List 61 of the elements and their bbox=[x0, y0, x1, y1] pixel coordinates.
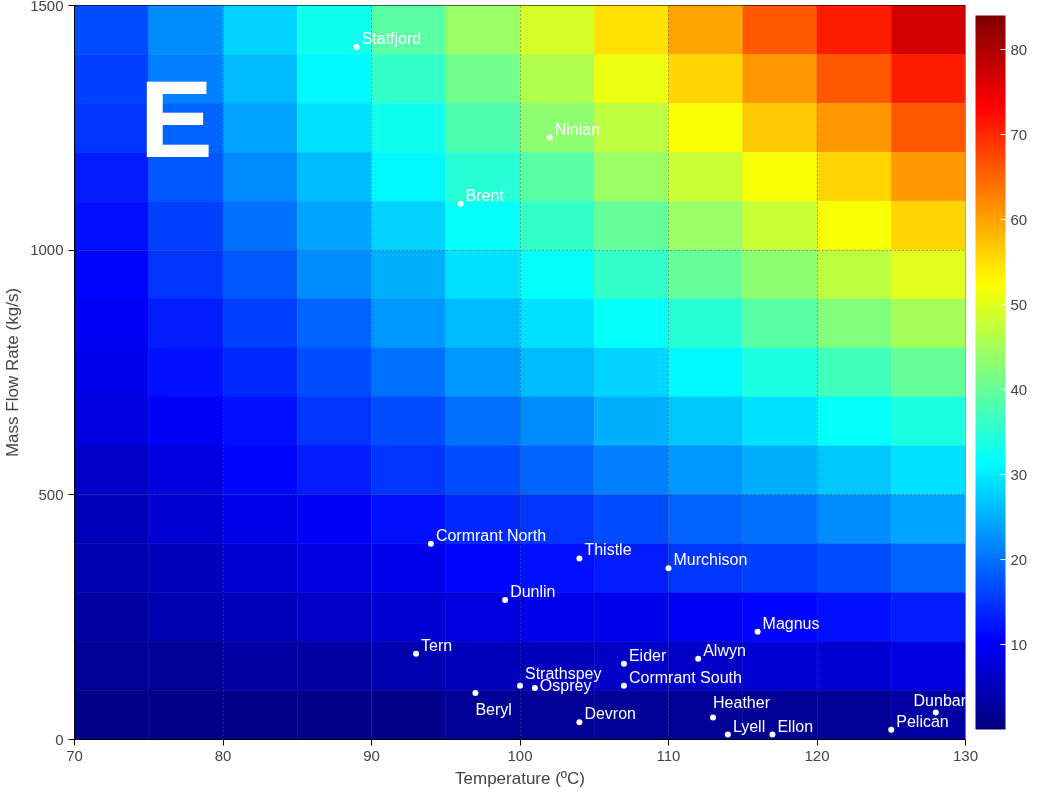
y-tick-label: 0 bbox=[55, 730, 64, 748]
annotation: Tern bbox=[421, 636, 453, 654]
point bbox=[502, 597, 509, 604]
point bbox=[710, 714, 717, 721]
annotation: Beryl bbox=[475, 701, 512, 719]
annotation: Magnus bbox=[762, 614, 820, 632]
x-tick-label: 100 bbox=[507, 746, 533, 764]
x-tick-label: 130 bbox=[952, 746, 979, 764]
point bbox=[888, 726, 895, 733]
point bbox=[472, 690, 479, 697]
annotation: Heather bbox=[713, 694, 771, 712]
annotation: Brent bbox=[465, 186, 505, 204]
y-tick-label: 1000 bbox=[30, 241, 64, 259]
color-bar-label: 70 bbox=[1010, 125, 1028, 143]
annotation: Devron bbox=[584, 705, 636, 723]
point bbox=[517, 682, 523, 689]
point bbox=[531, 685, 538, 692]
y-tick-label: 1500 bbox=[30, 0, 64, 14]
annotation: Murchison bbox=[673, 551, 748, 569]
point bbox=[620, 660, 627, 667]
annotation: Thistle bbox=[584, 541, 632, 559]
annotation: Ellon bbox=[777, 717, 814, 735]
point bbox=[457, 200, 464, 207]
point bbox=[754, 628, 761, 635]
point bbox=[665, 565, 672, 572]
color-bar-label: 40 bbox=[1010, 380, 1028, 398]
annotation: Ninian bbox=[554, 120, 601, 138]
annotation: Pelican bbox=[896, 712, 949, 730]
color-bar-label: 50 bbox=[1010, 295, 1028, 313]
color-bar-label: 30 bbox=[1010, 465, 1028, 483]
point bbox=[576, 719, 583, 726]
x-tick-label: 90 bbox=[363, 746, 380, 764]
annotation: Dunlin bbox=[510, 583, 556, 601]
point bbox=[620, 682, 627, 689]
y-axis-title: Mass Flow Rate (kg/s) bbox=[3, 287, 23, 458]
x-tick-label: 80 bbox=[214, 746, 232, 764]
annotation: Statfjord bbox=[361, 30, 422, 48]
point bbox=[769, 731, 776, 738]
point bbox=[576, 555, 583, 562]
annotation: Dunbar bbox=[913, 691, 967, 709]
point bbox=[724, 731, 731, 738]
point bbox=[353, 44, 360, 51]
x-tick-label: 110 bbox=[656, 746, 681, 764]
annotation: Alwyn bbox=[703, 641, 746, 659]
color-bar-label: 60 bbox=[1010, 210, 1028, 228]
point bbox=[695, 655, 702, 662]
color-bar-label: 80 bbox=[1010, 40, 1028, 58]
annotation: Cormrant South bbox=[628, 668, 742, 686]
color-bar-label: 10 bbox=[1010, 635, 1028, 653]
x-tick-label: 120 bbox=[804, 746, 830, 764]
point bbox=[546, 134, 553, 141]
x-axis-title: Temperature (ºC) bbox=[455, 768, 585, 788]
point bbox=[413, 650, 420, 657]
x-tick-label: 70 bbox=[66, 746, 83, 764]
color-bar-label: 20 bbox=[1010, 550, 1028, 568]
annotation: Eider bbox=[628, 646, 667, 664]
y-tick-label: 500 bbox=[38, 485, 64, 503]
annotation: Cormrant North bbox=[435, 526, 547, 544]
annotation: E bbox=[139, 56, 213, 180]
point bbox=[427, 540, 434, 547]
annotation: Lyell bbox=[732, 717, 766, 735]
